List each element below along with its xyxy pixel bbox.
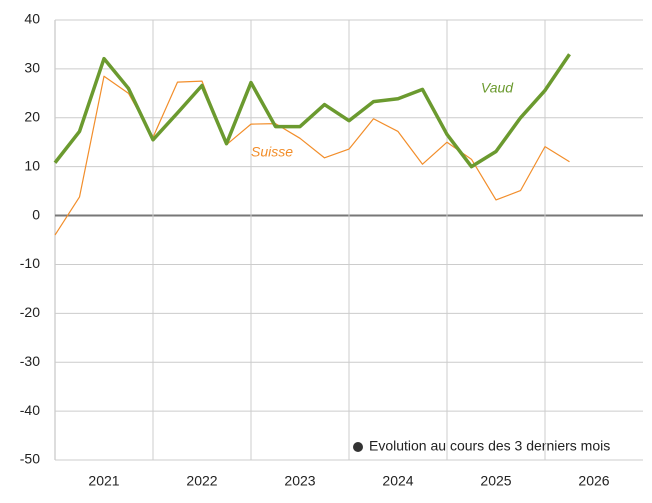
y-tick-label: -10 [20, 255, 40, 271]
y-tick-label: 20 [24, 108, 40, 124]
legend-dot [353, 442, 363, 452]
x-tick-label: 2021 [88, 473, 119, 489]
legend-note: Evolution au cours des 3 derniers mois [369, 438, 610, 454]
x-tick-label: 2022 [186, 473, 217, 489]
line-series [53, 53, 571, 169]
series-label: Suisse [251, 144, 293, 160]
y-tick-label: 30 [24, 60, 40, 76]
y-tick-label: -40 [20, 402, 40, 418]
y-tick-label: 40 [24, 11, 40, 27]
x-tick-label: 2026 [578, 473, 609, 489]
y-tick-label: 0 [32, 206, 40, 222]
x-tick-label: 2023 [284, 473, 315, 489]
x-tick-label: 2024 [382, 473, 413, 489]
y-tick-label: -30 [20, 353, 40, 369]
y-tick-label: -50 [20, 451, 40, 467]
x-tick-label: 2025 [480, 473, 511, 489]
y-tick-label: 10 [24, 157, 40, 173]
y-tick-label: -20 [20, 304, 40, 320]
series-label: Vaud [481, 80, 514, 96]
